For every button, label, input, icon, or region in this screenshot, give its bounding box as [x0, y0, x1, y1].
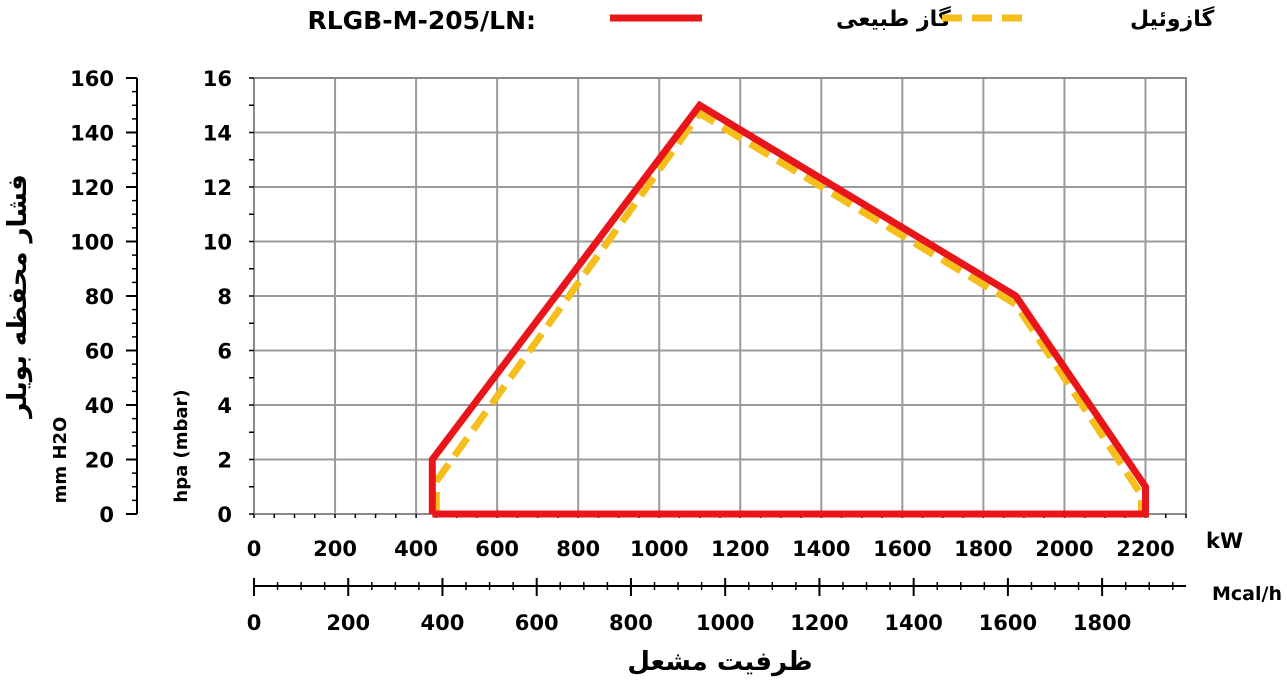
left-y-tick-label: 60	[85, 340, 114, 364]
inner-y-tick-label: 10	[203, 231, 232, 255]
mcal-tick-label: 400	[421, 611, 465, 635]
inner-y-tick-label: 4	[217, 394, 232, 418]
inner-axis-ticks: 0 2 4 6 8 10 12 14 16	[203, 67, 254, 527]
mcal-tick-label: 1600	[979, 611, 1037, 635]
inner-y-tick-label: 14	[203, 122, 232, 146]
plot-grid	[253, 77, 1186, 515]
left-axis-unit: mm H2O	[50, 417, 71, 504]
kw-tick-label: 2200	[1116, 537, 1174, 561]
left-y-tick-label: 20	[85, 449, 114, 473]
mcal-axis-unit: Mcal/h	[1212, 583, 1282, 605]
legend: گاز طبیعی گازوئیل	[610, 5, 1214, 32]
mcal-tick-label: 0	[247, 611, 262, 635]
mcal-axis-ticks: 0 200 400 600 800 1000 1200 1400 1600 1800	[247, 578, 1174, 635]
inner-y-tick-label: 16	[203, 67, 232, 91]
mcal-tick-label: 1200	[790, 611, 848, 635]
kw-tick-label: 1600	[873, 537, 931, 561]
kw-tick-label: 1400	[792, 537, 850, 561]
inner-y-tick-label: 0	[217, 503, 232, 527]
series-group	[428, 100, 1149, 518]
kw-tick-label: 400	[394, 537, 438, 561]
mcal-tick-label: 1400	[884, 611, 942, 635]
left-y-tick-label: 0	[99, 503, 114, 527]
inner-y-tick-label: 6	[217, 340, 232, 364]
kw-tick-label: 600	[475, 537, 519, 561]
legend-oil-label: گازوئیل	[1130, 5, 1214, 32]
kw-axis-ticks: 0 200 400 600 800 1000 1200 1400 1600 1800 2000 220…	[247, 514, 1187, 561]
left-y-tick-label: 140	[70, 122, 114, 146]
inner-y-tick-label: 12	[203, 176, 232, 200]
kw-tick-label: 1200	[711, 537, 769, 561]
left-y-tick-label: 160	[70, 67, 114, 91]
left-y-tick-label: 80	[85, 285, 114, 309]
mcal-tick-label: 600	[515, 611, 559, 635]
mcal-tick-label: 1800	[1073, 611, 1131, 635]
x-axis-title: ظرفیت مشعل	[627, 647, 812, 677]
kw-axis-unit: kW	[1206, 529, 1243, 553]
kw-tick-label: 200	[313, 537, 357, 561]
kw-tick-label: 0	[247, 537, 262, 561]
inner-axis-unit: hpa (mbar)	[171, 389, 192, 502]
left-y-tick-label: 40	[85, 394, 114, 418]
legend-gas-label: گاز طبیعی	[836, 5, 951, 32]
mcal-tick-label: 200	[326, 611, 370, 635]
inner-y-tick-label: 8	[217, 285, 232, 309]
mcal-tick-label: 1000	[696, 611, 754, 635]
left-axis-title: فشار محفظه بویلر	[3, 174, 33, 420]
kw-tick-label: 800	[556, 537, 600, 561]
series-line-gas	[428, 100, 1149, 518]
left-y-tick-label: 100	[70, 231, 114, 255]
left-y-tick-label: 120	[70, 176, 114, 200]
kw-tick-label: 1800	[954, 537, 1012, 561]
inner-y-tick-label: 2	[217, 449, 232, 473]
model-title: RLGB-M-205/LN:	[307, 6, 536, 35]
mcal-tick-label: 800	[609, 611, 653, 635]
kw-tick-label: 1000	[630, 537, 688, 561]
kw-tick-label: 2000	[1035, 537, 1093, 561]
left-axis-ticks: 0 20 40 60 80 100 120 140 160	[70, 67, 137, 527]
